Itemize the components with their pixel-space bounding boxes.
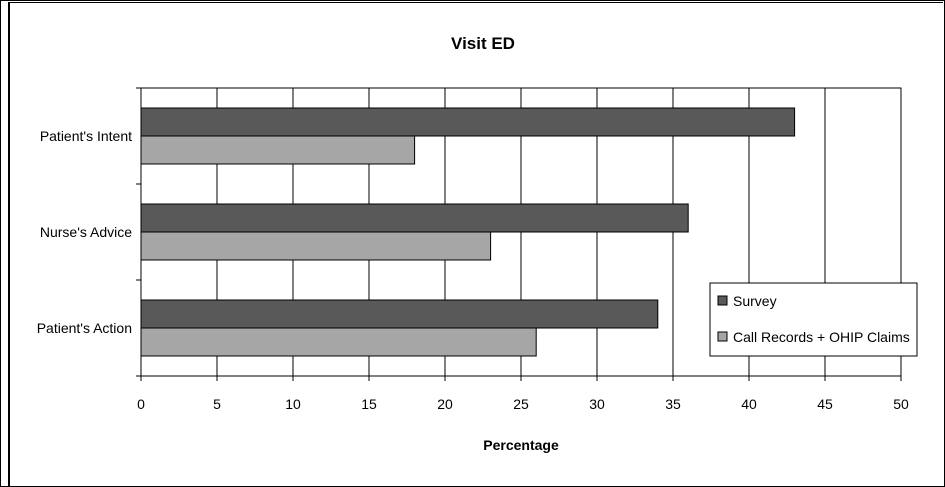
x-tick-label-50: 50: [893, 396, 909, 412]
x-tick-label-40: 40: [741, 396, 757, 412]
x-tick-label-15: 15: [361, 396, 377, 412]
legend: Survey Call Records + OHIP Claims: [709, 282, 918, 357]
x-tick-label-25: 25: [513, 396, 529, 412]
x-tick-label-20: 20: [437, 396, 453, 412]
x-tick-label-45: 45: [817, 396, 833, 412]
axes: 0 5 10 15 20 25 30 35 40 45 50 Patient's Intent Nurs…: [37, 87, 909, 412]
x-tick-label-35: 35: [665, 396, 681, 412]
chart-area-frame: [8, 2, 943, 486]
x-tick-label-5: 5: [213, 396, 221, 412]
bars: [140, 107, 796, 357]
x-tick-label-0: 0: [137, 396, 145, 412]
legend-label-0: Survey: [733, 293, 777, 309]
chart-title: Visit ED: [451, 34, 515, 53]
category-label: Patient's Intent: [40, 128, 132, 144]
category-label: Nurse's Advice: [40, 224, 132, 240]
legend-swatch-0: [717, 295, 728, 306]
x-tick-label-10: 10: [285, 396, 301, 412]
bar-survey-2: [140, 299, 659, 329]
bar-survey-1: [140, 203, 689, 233]
category-label: Patient's Action: [37, 320, 132, 336]
legend-box: [709, 282, 918, 357]
bar-call-records-1: [140, 231, 492, 261]
legend-swatch-1: [717, 331, 728, 342]
x-tick-label-30: 30: [589, 396, 605, 412]
legend-label-1: Call Records + OHIP Claims: [733, 329, 910, 345]
bar-survey-0: [140, 107, 796, 137]
bar-call-records-2: [140, 327, 537, 357]
bar-call-records-0: [140, 135, 416, 165]
x-axis-title: Percentage: [483, 437, 559, 453]
